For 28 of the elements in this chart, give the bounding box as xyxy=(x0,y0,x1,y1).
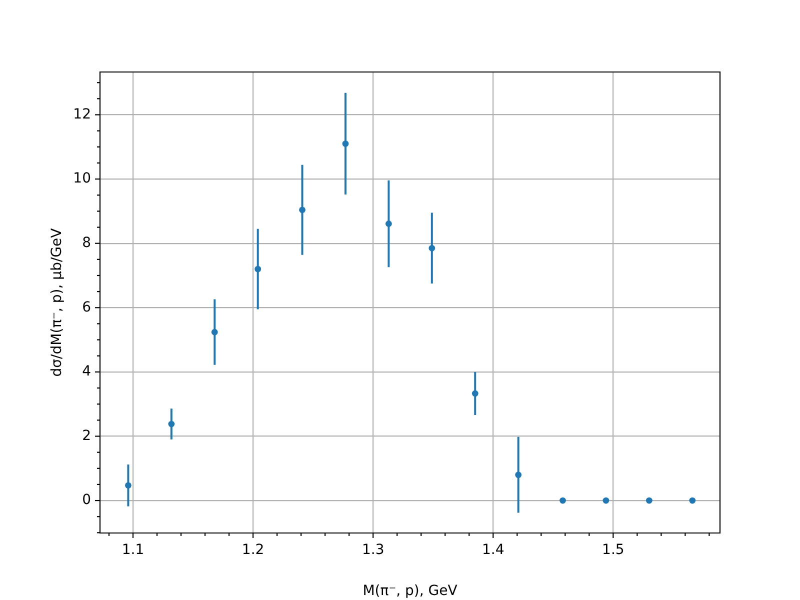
x-tick-label: 1.2 xyxy=(242,542,264,558)
point xyxy=(211,328,218,336)
x-tick-label: 1.4 xyxy=(482,542,504,558)
point xyxy=(560,497,566,504)
point xyxy=(125,482,132,489)
y-tick-label: 0 xyxy=(82,492,91,508)
y-tick-label: 12 xyxy=(73,106,91,122)
y-tick-label: 4 xyxy=(82,364,92,380)
point xyxy=(515,472,522,478)
point xyxy=(254,266,262,272)
point xyxy=(646,497,652,504)
x-tick-label: 1.1 xyxy=(122,542,144,558)
point xyxy=(385,220,392,227)
point xyxy=(342,140,349,147)
x-axis-title: M(π⁻, p), GeV xyxy=(362,583,458,600)
point xyxy=(472,390,478,397)
point xyxy=(428,244,436,252)
point xyxy=(168,420,175,428)
point xyxy=(299,206,306,214)
y-tick-label: 2 xyxy=(82,428,91,444)
point xyxy=(689,497,696,504)
point xyxy=(602,497,610,504)
x-tick-label: 1.5 xyxy=(602,542,624,558)
y-tick-label: 10 xyxy=(73,170,91,187)
y-axis-title: dσ/dM(π⁻, p), μb/GeV xyxy=(49,228,66,377)
x-tick-label: 1.3 xyxy=(362,542,384,558)
y-tick-label: 6 xyxy=(82,299,92,316)
y-tick-label: 8 xyxy=(82,234,91,251)
